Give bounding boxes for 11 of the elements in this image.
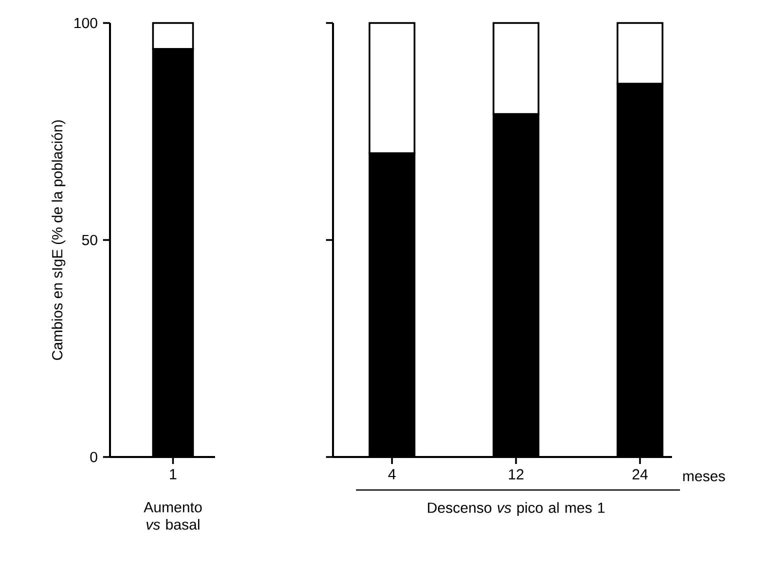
y-tick-label: 100	[74, 18, 98, 28]
x-tick-label: 24	[632, 469, 648, 480]
y-tick-label: 50	[82, 234, 98, 246]
x-axis-title: Descenso vs pico al mes 1	[428, 502, 605, 516]
text: meses	[683, 473, 725, 482]
x-tick-label: 4	[388, 469, 396, 480]
y-axis-title: Cambios en sIgE (% de la población)	[52, 120, 66, 360]
x-axis-title: Aumento vs basal	[144, 502, 202, 530]
x-tick-label: 1	[170, 469, 176, 480]
x-tick-label: 12	[508, 469, 524, 480]
y-tick-label: 0	[90, 452, 98, 462]
